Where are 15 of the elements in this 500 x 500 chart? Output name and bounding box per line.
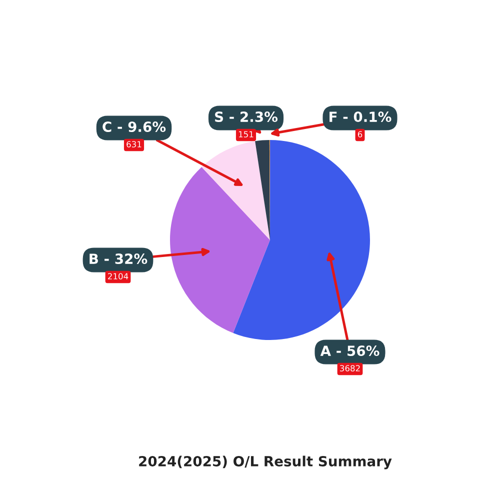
slice-label: C - 9.6% [102, 122, 166, 132]
pie-slice [255, 140, 270, 240]
data-label: 3682 [340, 365, 360, 372]
slice-label: F - 0.1% [330, 112, 392, 122]
text: 2024(2025) O/L Result Summary [139, 456, 392, 470]
data-label: 151 [238, 131, 254, 138]
pie-slice [202, 141, 270, 240]
data-label: 2104 [108, 273, 128, 280]
pie-slice [233, 140, 370, 340]
pie-slice [170, 167, 270, 333]
data-label: 6 [358, 131, 362, 138]
slice-label: A - 56% [320, 346, 380, 356]
slice-label: B - 32% [90, 254, 148, 264]
slice-label: S - 2.3% [215, 112, 278, 122]
data-label: 631 [126, 141, 142, 148]
